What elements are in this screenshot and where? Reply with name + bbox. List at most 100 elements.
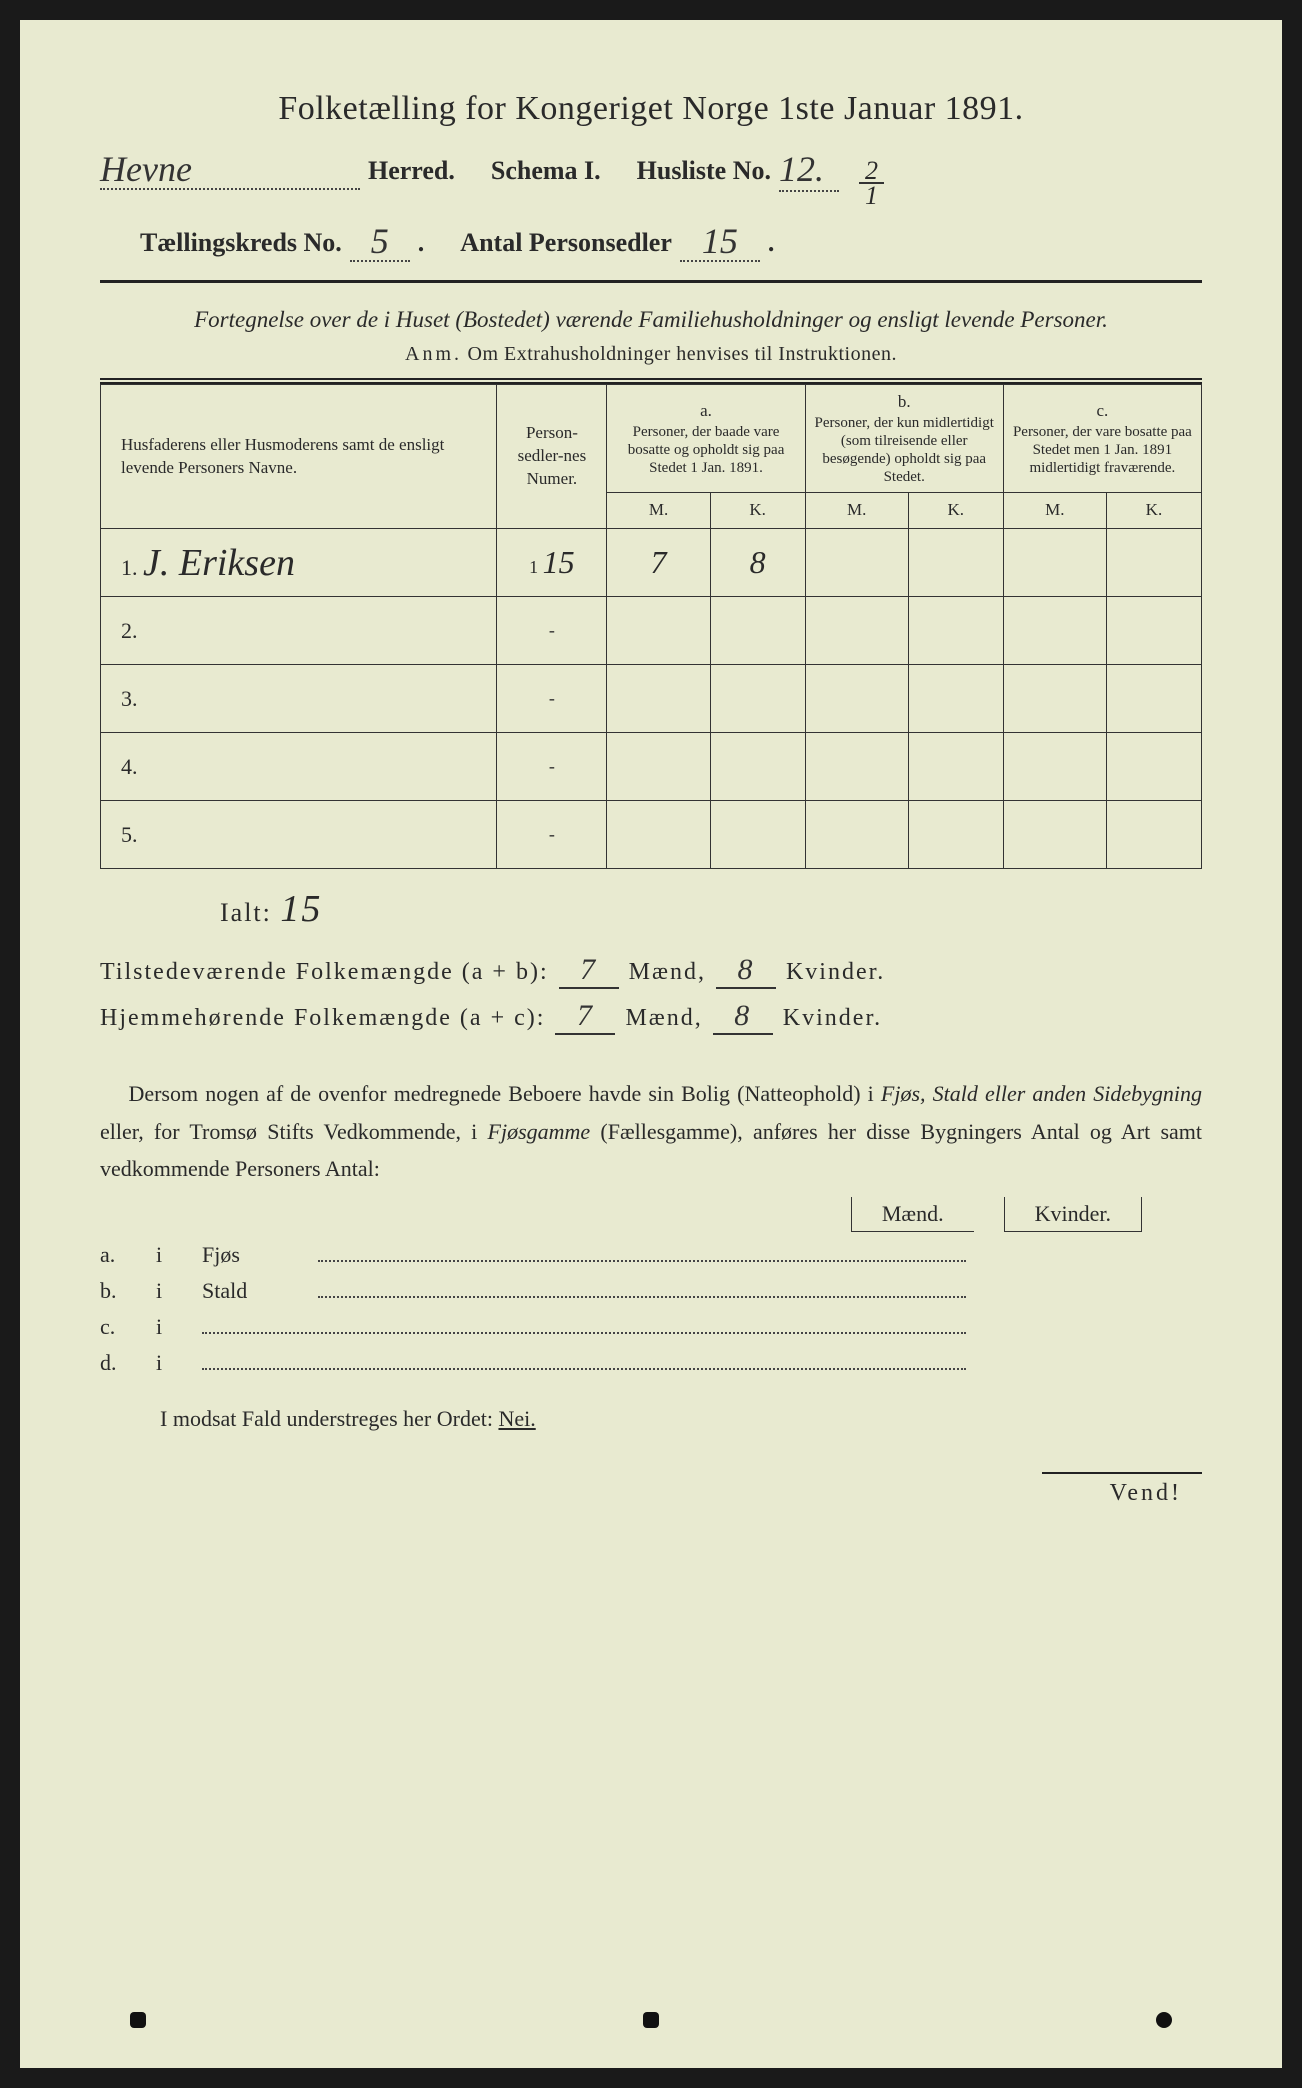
cell-name: 3. [101, 665, 497, 733]
herred-field: Hevne [100, 146, 360, 190]
list-b: b. [100, 1278, 140, 1304]
taellingskreds-value: 5 [371, 221, 389, 261]
cell-cm [1003, 733, 1106, 801]
rule-1 [100, 280, 1202, 283]
th-ak: K. [710, 493, 805, 529]
herred-value: Hevne [100, 149, 192, 189]
th-cm: M. [1003, 493, 1106, 529]
cell-am: 7 [607, 529, 710, 597]
dots-a [318, 1242, 966, 1262]
anm-label: Anm. [405, 343, 462, 365]
cell-ck [1106, 801, 1201, 869]
list-stald: Stald [202, 1278, 302, 1304]
th-bm: M. [805, 493, 908, 529]
husliste-label: Husliste No. [637, 156, 771, 186]
th-am: M. [607, 493, 710, 529]
total1-maend: Mænd, [629, 959, 706, 986]
cell-bk [908, 529, 1003, 597]
th-ck: K. [1106, 493, 1201, 529]
hole-mark-right [1156, 2012, 1172, 2028]
list-row-b: b. i Stald [100, 1278, 1202, 1304]
cell-num: 1 15 [497, 529, 607, 597]
cell-bk [908, 801, 1003, 869]
building-list: a. i Fjøs b. i Stald c. i d. i [100, 1242, 1202, 1376]
dots-b [318, 1278, 966, 1298]
taellingskreds-label: Tællingskreds No. [140, 228, 342, 258]
cell-ck [1106, 597, 1201, 665]
cell-am [607, 733, 710, 801]
vend: Vend! [1042, 1472, 1202, 1507]
cell-am [607, 597, 710, 665]
total1-kvinder: Kvinder. [786, 959, 885, 986]
total2-maend: Mænd, [625, 1005, 702, 1032]
th-b: b. Personer, der kun midlertidigt (som t… [805, 385, 1003, 493]
list-fjos: Fjøs [202, 1242, 302, 1268]
cell-ck [1106, 665, 1201, 733]
cell-cm [1003, 597, 1106, 665]
list-i-b: i [156, 1278, 186, 1304]
table-row: 4. - [101, 733, 1202, 801]
list-c: c. [100, 1314, 140, 1340]
th-c-text: Personer, der vare bosatte paa Stedet me… [1012, 423, 1193, 477]
cell-bm [805, 801, 908, 869]
cell-ak [710, 665, 805, 733]
total1-m: 7 [559, 953, 619, 989]
nei-word: Nei. [498, 1406, 535, 1431]
antal-value: 15 [702, 221, 738, 261]
ialt-row: Ialt: 15 [220, 887, 1202, 931]
cell-num: - [497, 665, 607, 733]
th-a-label: a. [615, 400, 796, 423]
row-number: 2. [121, 618, 138, 643]
list-a: a. [100, 1242, 140, 1268]
th-name: Husfaderens eller Husmoderens samt de en… [101, 385, 497, 529]
row-number: 3. [121, 686, 138, 711]
nei-text: I modsat Fald understreges her Ordet: [160, 1406, 493, 1431]
list-row-a: a. i Fjøs [100, 1242, 1202, 1268]
th-bk: K. [908, 493, 1003, 529]
page-title: Folketælling for Kongeriget Norge 1ste J… [100, 90, 1202, 128]
total1-label: Tilstedeværende Folkemængde (a + b): [100, 959, 549, 986]
cell-ck [1106, 529, 1201, 597]
row-number: 4. [121, 754, 138, 779]
th-a-text: Personer, der baade vare bosatte og opho… [615, 423, 796, 477]
cell-name: 1. J. Eriksen [101, 529, 497, 597]
schema-label: Schema I. [491, 156, 601, 186]
cell-ak [710, 801, 805, 869]
cell-bm [805, 665, 908, 733]
herred-label: Herred. [368, 156, 455, 186]
hole-mark-center [643, 2012, 659, 2028]
list-i-d: i [156, 1350, 186, 1376]
dots-d [202, 1350, 966, 1370]
census-table: Husfaderens eller Husmoderens samt de en… [100, 384, 1202, 869]
list-i-a: i [156, 1242, 186, 1268]
cell-ak [710, 597, 805, 665]
total1-k: 8 [716, 953, 776, 989]
th-a: a. Personer, der baade vare bosatte og o… [607, 385, 805, 493]
th-b-label: b. [814, 391, 995, 414]
mk-kvinder: Kvinder. [1004, 1197, 1142, 1232]
cell-am [607, 665, 710, 733]
header-row-2: Tællingskreds No. 5 . Antal Personsedler… [100, 218, 1202, 262]
nei-line: I modsat Fald understreges her Ordet: Ne… [100, 1406, 1202, 1432]
ialt-value: 15 [280, 888, 322, 930]
building-paragraph: Dersom nogen af de ovenfor medregnede Be… [100, 1075, 1202, 1187]
table-row: 2. - [101, 597, 1202, 665]
fraction-bot: 1 [859, 184, 884, 207]
cell-bk [908, 665, 1003, 733]
total2-m: 7 [555, 999, 615, 1035]
anm-line: Anm. Om Extrahusholdninger henvises til … [100, 343, 1202, 366]
husliste-value: 12. [779, 148, 839, 192]
mk-maend: Mænd. [851, 1197, 974, 1232]
census-form-page: Folketælling for Kongeriget Norge 1ste J… [20, 20, 1282, 2068]
antal-label: Antal Personsedler [460, 228, 672, 258]
cell-ak [710, 733, 805, 801]
row-number: 1. [121, 555, 143, 580]
cell-cm [1003, 529, 1106, 597]
header-row-1: Hevne Herred. Schema I. Husliste No. 12.… [100, 146, 1202, 208]
cell-cm [1003, 801, 1106, 869]
hole-mark-left [130, 2012, 146, 2028]
cell-bk [908, 733, 1003, 801]
cell-cm [1003, 665, 1106, 733]
th-c: c. Personer, der vare bosatte paa Stedet… [1003, 385, 1201, 493]
th-b-text: Personer, der kun midlertidigt (som tilr… [814, 414, 995, 486]
